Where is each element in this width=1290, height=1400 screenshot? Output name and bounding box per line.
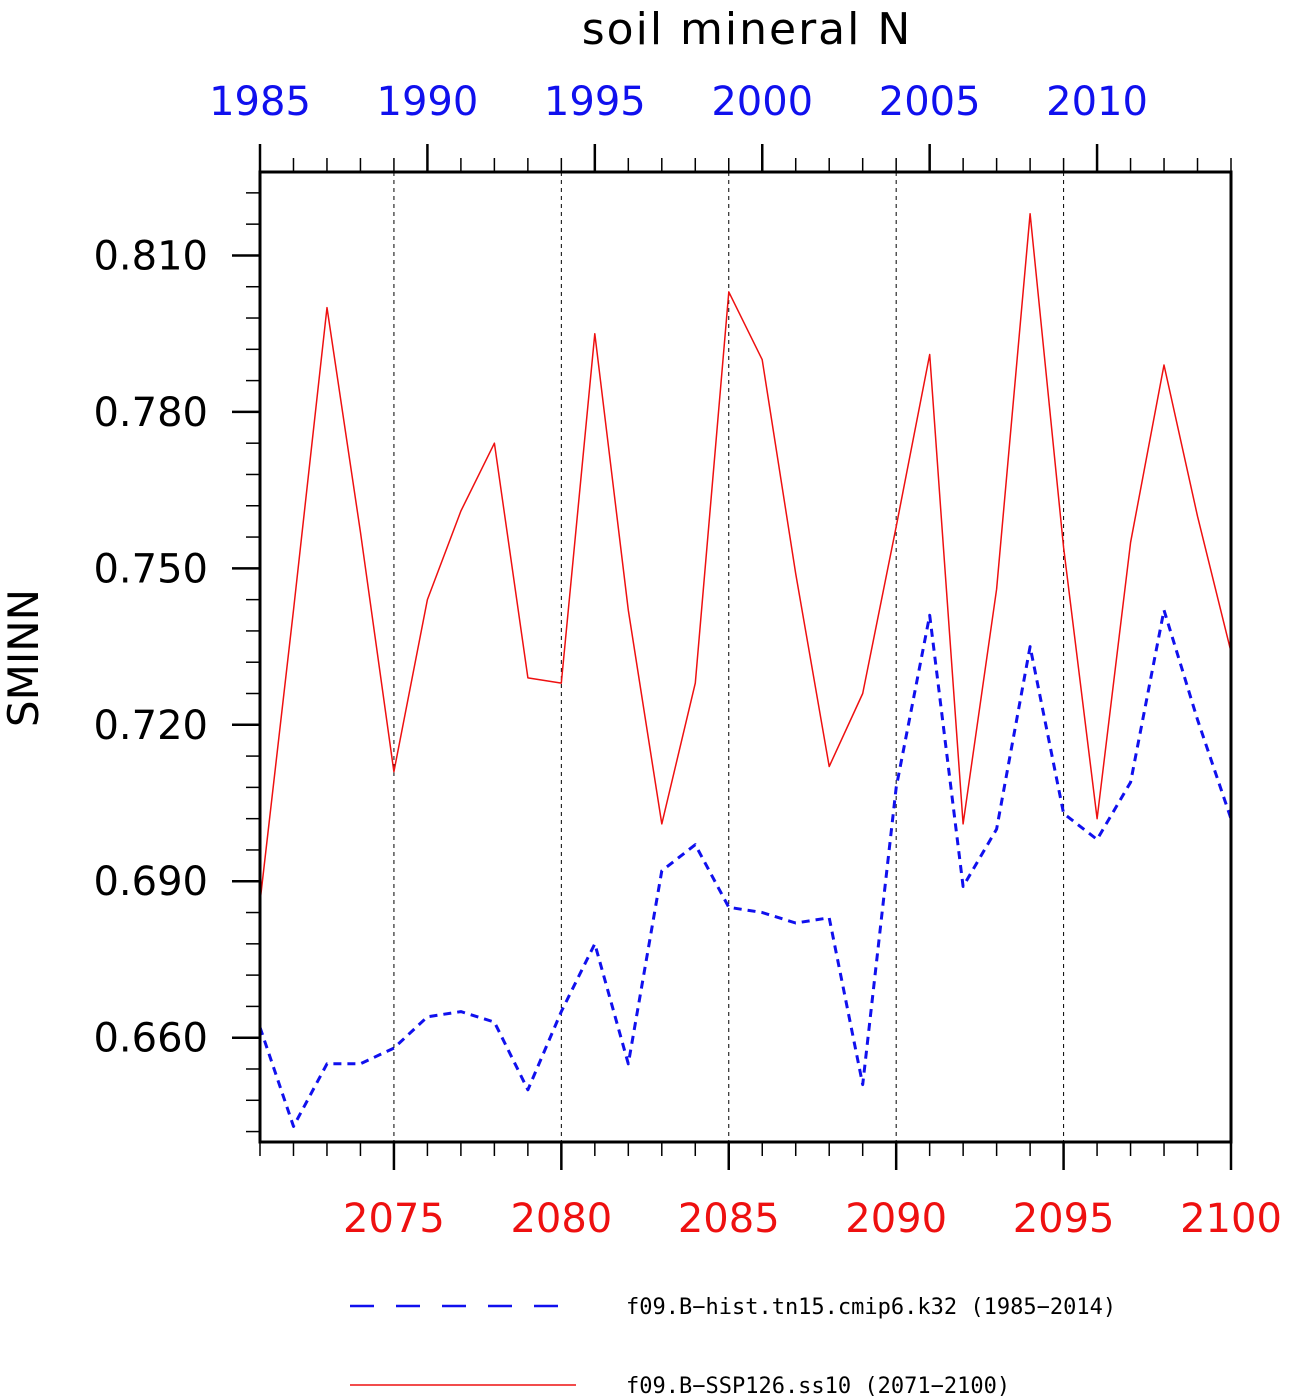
bottom-tick-label-1: 2080: [510, 1196, 612, 1242]
bottom-tick-label-5: 2100: [1180, 1196, 1282, 1242]
legend-label-hist: f09.B−hist.tn15.cmip6.k32 (1985−2014): [626, 1295, 1116, 1320]
legend: f09.B−hist.tn15.cmip6.k32 (1985−2014) f0…: [350, 1295, 1116, 1399]
bottom-tick-label-2: 2085: [678, 1196, 780, 1242]
plot-frame: [258, 170, 1233, 1144]
axes: 0.660 0.690 0.720 0.750 0.780 0.810 1985 1990 19…: [93, 79, 1281, 1242]
bottom-tick-label-0: 2075: [343, 1196, 445, 1242]
y-axis-label: SMINN: [0, 589, 48, 727]
top-tick-label-0: 1985: [209, 79, 311, 125]
series-line-1: [259, 212, 1232, 903]
top-tick-label-1: 1990: [377, 79, 479, 125]
legend-label-ssp: f09.B−SSP126.ss10 (2071−2100): [626, 1374, 1010, 1399]
top-tick-label-3: 2000: [711, 79, 813, 125]
chart-title: soil mineral N: [582, 4, 913, 55]
series-lines: [258, 212, 1233, 1128]
y-tick-label-3: 0.750: [93, 546, 208, 592]
y-tick-label-1: 0.690: [93, 859, 208, 905]
top-tick-label-5: 2010: [1046, 79, 1148, 125]
y-tick-label-0: 0.660: [93, 1016, 208, 1062]
series-line-0: [258, 608, 1233, 1128]
bottom-tick-label-3: 2090: [845, 1196, 947, 1242]
y-tick-label-5: 0.810: [93, 233, 208, 279]
top-tick-label-2: 1995: [544, 79, 646, 125]
top-tick-label-4: 2005: [879, 79, 981, 125]
y-tick-label-2: 0.720: [93, 703, 208, 749]
y-tick-label-4: 0.780: [93, 390, 208, 436]
grid-lines: [393, 172, 1065, 1142]
bottom-tick-label-4: 2095: [1013, 1196, 1115, 1242]
